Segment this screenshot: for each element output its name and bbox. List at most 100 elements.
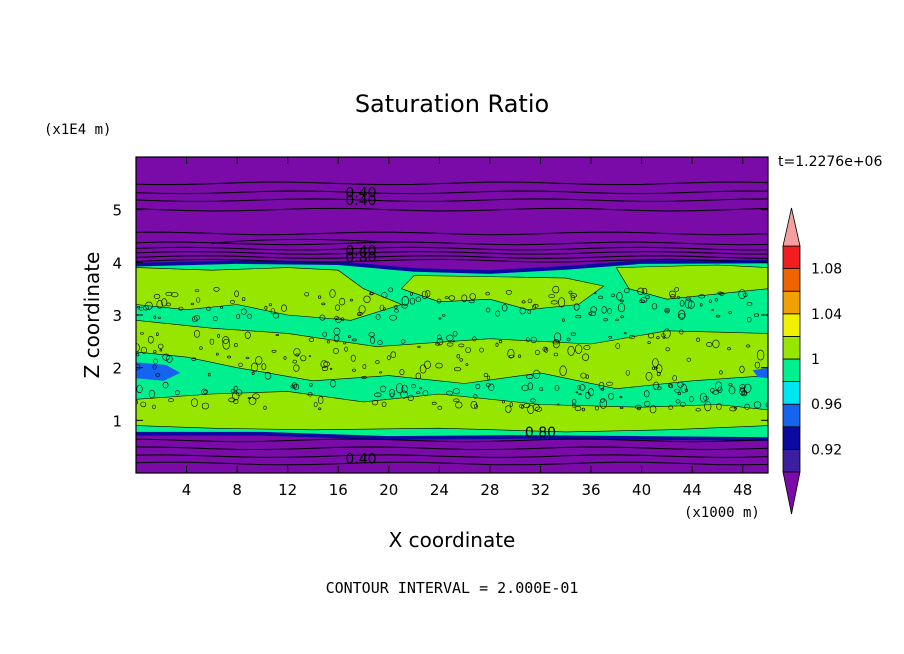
x-tick-label: 40	[632, 481, 651, 499]
contour-speck	[307, 392, 313, 397]
colorbar-label: 0.92	[811, 442, 842, 458]
contour-speck	[744, 403, 750, 410]
contour-speck	[598, 295, 603, 300]
contour-speck	[155, 373, 161, 377]
contour-speck	[485, 383, 491, 387]
contour-speck	[588, 311, 597, 316]
contour-speck	[594, 406, 599, 411]
colorbar-swatch	[782, 448, 801, 473]
colorbar-label: 1.08	[811, 262, 842, 278]
contour-speck	[245, 356, 250, 360]
contour-speck	[727, 347, 731, 351]
contour-speck	[352, 338, 357, 342]
contour-speck	[578, 393, 582, 396]
contour-speck	[706, 341, 713, 347]
y-tick-label: 1	[112, 412, 122, 430]
contour-speck	[519, 307, 526, 315]
contour-speck	[505, 290, 513, 295]
x-tick-label: 28	[480, 481, 499, 499]
contour-speck	[409, 292, 413, 296]
contour-label: 0.80	[345, 250, 376, 266]
contour-speck	[530, 336, 537, 344]
contour-speck	[518, 354, 521, 358]
colorbar-label: 1.04	[811, 307, 842, 323]
contour-speck	[606, 381, 613, 386]
contour-speck	[678, 313, 686, 319]
contour-speck	[213, 286, 220, 292]
contour-speck	[455, 401, 463, 409]
contour-speck	[441, 314, 446, 317]
contour-speck	[729, 406, 737, 412]
contour-speck	[754, 361, 761, 369]
y-tick-label: 5	[112, 202, 122, 220]
contour-speck	[151, 404, 156, 410]
colorbar-swatch	[782, 381, 801, 405]
contour-speck	[495, 310, 501, 317]
contour-line	[136, 198, 768, 202]
contour-labels: 0.400.400.400.800.800.40	[345, 185, 556, 467]
contour-speck	[147, 335, 154, 344]
contour-speck	[159, 349, 163, 352]
contour-speck	[674, 287, 680, 292]
contour-speck	[608, 392, 614, 400]
contour-speck	[575, 391, 579, 394]
contour-speck	[335, 317, 342, 323]
contour-speck	[448, 295, 455, 301]
contour-speck	[251, 362, 259, 372]
contour-speck	[136, 400, 138, 405]
contour-speck	[573, 303, 580, 311]
contour-speck	[411, 384, 416, 389]
contour-line	[136, 461, 768, 466]
contour-speck	[639, 299, 646, 303]
contour-speck	[603, 318, 608, 322]
contour-speck	[194, 289, 200, 292]
contour-speck	[241, 297, 246, 302]
contour-line	[211, 238, 389, 244]
contour-speck	[535, 349, 540, 356]
contour-interval-note: CONTOUR INTERVAL = 2.000E-01	[326, 579, 579, 597]
contour-speck	[479, 347, 484, 353]
contour-label: 0.40	[345, 451, 376, 467]
contour-speck	[271, 349, 277, 353]
contour-speck	[554, 385, 560, 391]
saturated-patch	[400, 275, 605, 311]
colorbar-swatch	[782, 268, 801, 292]
contour-line	[136, 258, 768, 263]
contour-speck	[233, 385, 238, 391]
contour-speck	[415, 372, 421, 380]
time-label: t=1.2276e+06	[778, 154, 882, 170]
contour-speck	[339, 297, 346, 306]
contour-speck	[452, 340, 456, 343]
contour-speck	[293, 348, 301, 356]
contour-speck	[323, 361, 330, 367]
contour-speck	[588, 312, 592, 316]
contour-speck	[193, 314, 200, 321]
contour-speck	[645, 295, 650, 299]
contour-speck	[728, 386, 736, 395]
contour-speck	[389, 314, 397, 321]
contour-speck	[240, 308, 247, 315]
contour-speck	[679, 329, 684, 335]
x-tick-label: 16	[329, 481, 348, 499]
contour-speck	[488, 383, 495, 391]
contour-speck	[647, 341, 651, 345]
contour-speck	[575, 315, 582, 319]
contour-speck	[178, 306, 184, 311]
contour-line	[136, 255, 768, 259]
contour-speck	[156, 300, 163, 309]
contour-speck	[379, 371, 383, 374]
contour-speck	[140, 401, 147, 408]
contour-speck	[400, 339, 406, 344]
y-axis-label: Z coordinate	[80, 252, 104, 379]
contour-speck	[615, 343, 621, 349]
contour-speck	[651, 303, 658, 310]
contour-speck	[634, 404, 642, 410]
contour-speck	[156, 332, 159, 337]
contour-speck	[153, 293, 161, 299]
contour-speck	[677, 381, 684, 388]
contour-speck	[710, 387, 715, 393]
contour-speck	[436, 338, 444, 346]
contour-speck	[309, 382, 313, 387]
contour-speck	[388, 287, 393, 293]
